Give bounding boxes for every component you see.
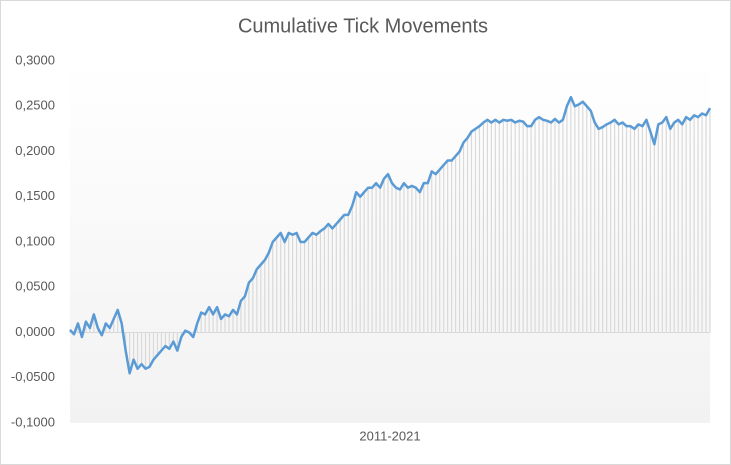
plot-area [70, 61, 710, 423]
x-axis-title: 2011-2021 [359, 428, 420, 443]
y-tick-label: 0,1500 [15, 188, 55, 203]
y-tick-label: 0,1000 [15, 233, 55, 248]
y-tick-label: 0,0500 [15, 279, 55, 294]
series-line [69, 95, 712, 375]
y-tick-label: 0,2000 [15, 143, 55, 158]
y-tick-label: -0,0500 [11, 369, 55, 384]
chart-title: Cumulative Tick Movements [238, 15, 488, 37]
y-tick-label: 0,2500 [15, 98, 55, 113]
y-tick-label: 0,3000 [15, 52, 55, 67]
y-tick-label: 0,0000 [15, 324, 55, 339]
y-tick-label: -0,1000 [11, 414, 55, 429]
